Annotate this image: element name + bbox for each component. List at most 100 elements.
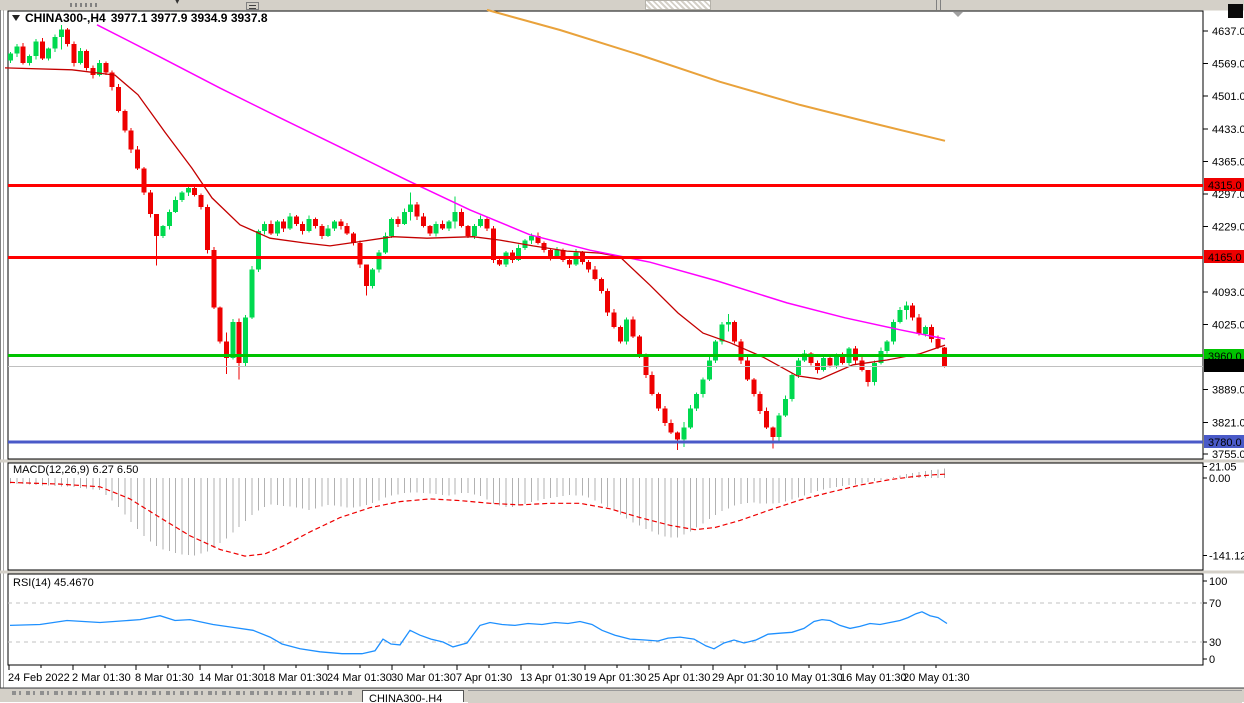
chart-shift-marker-icon[interactable]: [953, 12, 963, 17]
macd-signal-line: [9, 473, 948, 557]
candle-body: [624, 319, 630, 342]
candle-body: [725, 322, 731, 325]
candle-body: [636, 336, 642, 356]
candle-body: [332, 221, 338, 229]
candle-body: [656, 394, 662, 409]
window-left-edge-inner: [3, 10, 4, 689]
tab-china300-h4[interactable]: CHINA300-,H4: [362, 690, 464, 702]
toolbar-separator: [940, 0, 941, 10]
price-tick-label: 4501.0: [1212, 91, 1244, 103]
candle-body: [808, 353, 814, 363]
candle-body: [706, 360, 712, 380]
candle-body: [795, 360, 801, 375]
candle-body: [713, 341, 719, 361]
candle-body: [732, 322, 738, 342]
time-tick-label: 24 Feb 2022: [8, 672, 70, 684]
symbol-period-label: CHINA300-,H4: [25, 11, 106, 25]
candle-body: [586, 262, 592, 270]
candle-body: [719, 324, 725, 342]
candle-body: [789, 374, 795, 399]
candle-body: [160, 226, 166, 236]
candle-body: [173, 199, 179, 212]
candle-body: [884, 341, 890, 351]
candle-body: [192, 187, 198, 196]
candle-body: [446, 221, 452, 229]
price-tick-label: 4229.0: [1212, 222, 1244, 234]
toolbar-dropdown-icon[interactable]: ▾: [175, 0, 180, 6]
candle-body: [204, 207, 210, 251]
macd-tick-label: 0.00: [1209, 473, 1230, 485]
candle-body: [929, 326, 935, 339]
candle-body: [408, 204, 414, 212]
price-tick-label: 3821.0: [1212, 417, 1244, 429]
time-tick-label: 20 May 01:30: [903, 672, 970, 684]
panel-frames: [0, 10, 1244, 689]
horizontal-lines[interactable]: [8, 183, 1203, 444]
candle-body: [764, 410, 770, 428]
candle-body: [46, 48, 52, 59]
candle-body: [71, 43, 77, 64]
panel-separator[interactable]: [0, 459, 1244, 463]
price-tick-label: 4637.0: [1212, 26, 1244, 38]
candle-body: [497, 259, 503, 265]
candle-body: [738, 341, 744, 361]
candle-body: [154, 214, 160, 236]
candle-body: [675, 432, 681, 440]
candle-body: [662, 408, 668, 423]
macd-panel[interactable]: [7, 462, 1204, 571]
time-tick-label: 14 Mar 01:30: [199, 672, 264, 684]
toolbar-menu-icon[interactable]: [246, 2, 259, 10]
candle-body: [262, 223, 268, 231]
candle-body: [128, 130, 134, 150]
candle-body: [459, 211, 465, 227]
candle-body: [548, 250, 554, 258]
candle-body: [414, 204, 420, 217]
candle-body: [891, 322, 897, 342]
candle-body: [243, 317, 249, 363]
candle-body: [395, 219, 401, 224]
candle-body: [96, 63, 102, 76]
price-badge: [1204, 178, 1244, 191]
candle-body: [554, 250, 560, 258]
price-axis[interactable]: 4637.0 4569.0 4501.0 4433.0 4365.0 4297.0 4229…: [1203, 26, 1244, 461]
time-tick-label: 24 Mar 01:30: [327, 672, 392, 684]
price-badge-label: 4315.0: [1208, 180, 1242, 192]
main-chart-panel[interactable]: [7, 10, 1204, 460]
candle-body: [440, 223, 446, 229]
candle-body: [465, 226, 471, 236]
candle-body: [338, 221, 344, 227]
moving-averages: [4, 8, 946, 380]
candle-body: [471, 226, 477, 236]
candle-body: [287, 216, 293, 229]
candle-body: [325, 228, 331, 236]
rsi-panel[interactable]: [7, 573, 1204, 666]
candle-body: [420, 216, 426, 227]
candle-body: [351, 233, 357, 243]
candle-body: [27, 55, 33, 64]
macd-tick-label: 21.05: [1209, 461, 1237, 473]
clipped-inactive-tabs[interactable]: [12, 691, 354, 695]
price-badge: [1204, 435, 1244, 448]
candle-body: [166, 211, 172, 227]
chart-tab-bar[interactable]: CHINA300-,H4: [0, 688, 1244, 703]
price-tick-label: 4297.0: [1212, 189, 1244, 201]
candle-body: [535, 235, 541, 243]
time-tick-label: 25 Apr 01:30: [648, 672, 710, 684]
candle-body: [249, 269, 255, 318]
panel-separator[interactable]: [0, 570, 1244, 574]
candle-body: [757, 394, 763, 411]
candle-body: [300, 223, 306, 231]
candle-body: [230, 322, 236, 359]
candle-body: [560, 250, 566, 260]
candle-body: [198, 195, 204, 208]
price-badge: [1204, 250, 1244, 263]
candle-body: [833, 355, 839, 366]
candle-body: [668, 422, 674, 433]
candle-body: [567, 259, 573, 265]
candle-body: [39, 41, 45, 59]
symbol-dropdown-icon[interactable]: [12, 15, 20, 21]
time-axis[interactable]: 24 Feb 2022 2 Mar 01:30 8 Mar 01:30 14 Mar …: [8, 665, 970, 684]
candle-body: [116, 87, 122, 112]
candle-body: [293, 216, 299, 224]
